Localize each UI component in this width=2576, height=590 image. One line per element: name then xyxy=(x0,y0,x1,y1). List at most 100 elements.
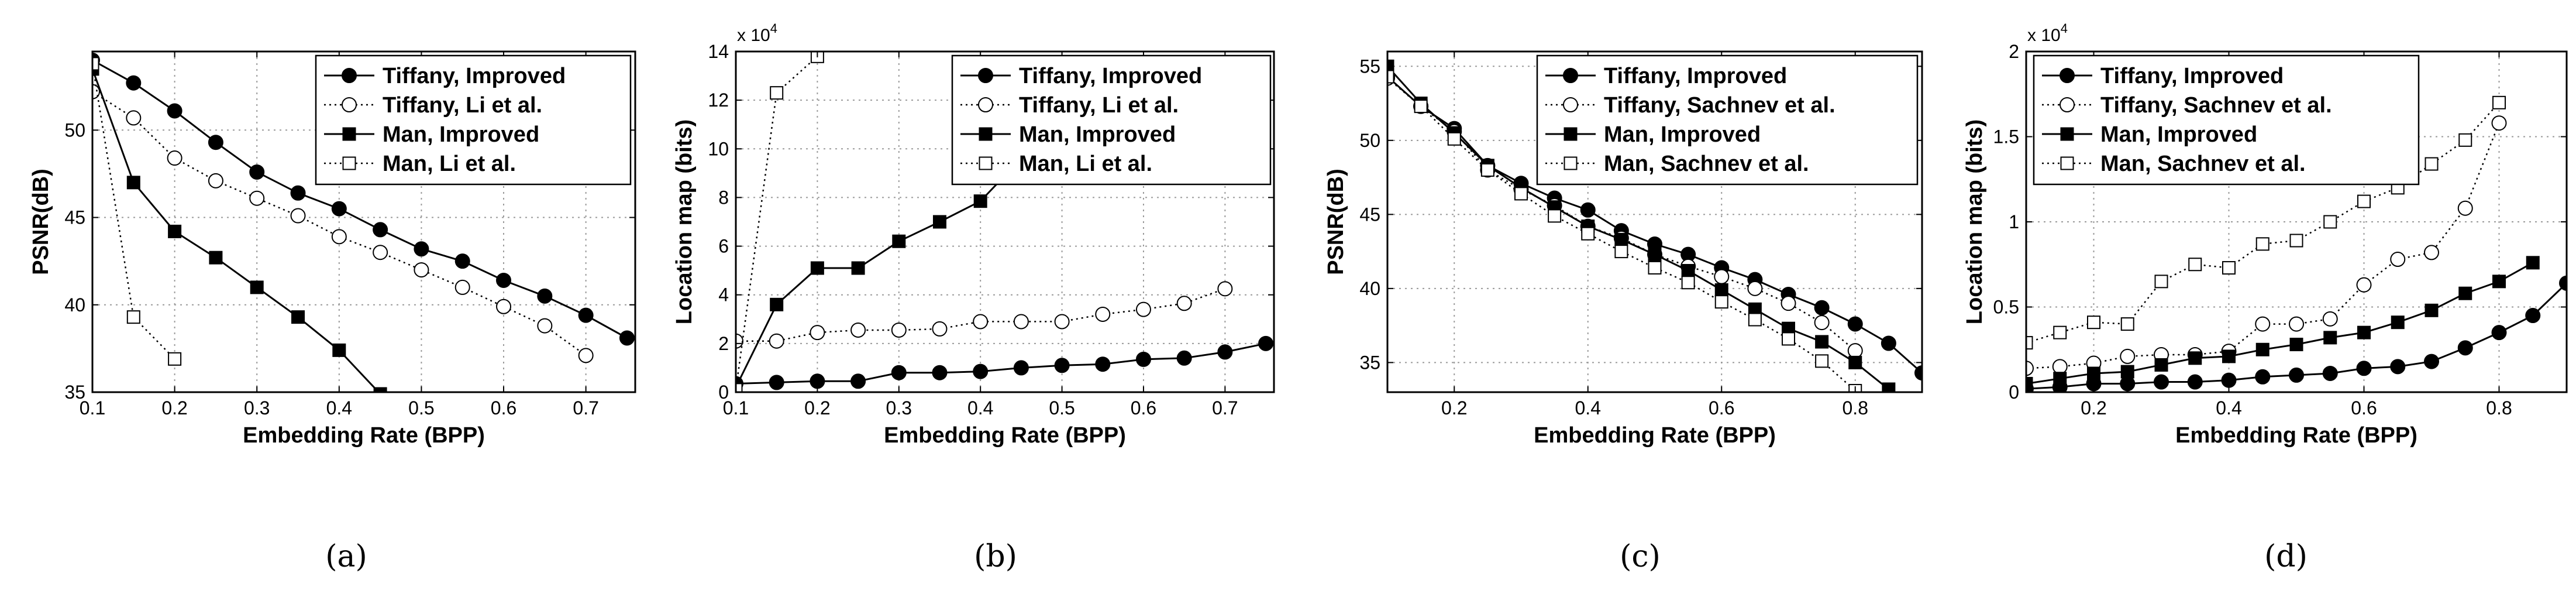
data-point xyxy=(2221,372,2237,388)
x-tick-label: 0.1 xyxy=(80,397,105,419)
data-point xyxy=(1748,313,1762,327)
data-point xyxy=(2188,258,2202,272)
data-point xyxy=(1782,332,1795,346)
y-tick-label: 2 xyxy=(718,333,729,354)
data-point xyxy=(1815,335,1829,349)
data-point xyxy=(332,343,346,357)
legend-entry: Tiffany, Improved xyxy=(1604,64,1787,88)
chart-panel-b: 0.1 0.2 0.3 0.4 0.5 0.6 0.7 0 2 4 6 8 10 12 14 x 104 Emb… xyxy=(672,21,1275,574)
data-point xyxy=(1814,300,1830,315)
data-point xyxy=(2323,215,2337,229)
legend-entry: Man, Li et al. xyxy=(1019,152,1152,176)
series-man-sachnev-et-al- xyxy=(1387,70,1862,392)
data-point xyxy=(2087,366,2100,380)
data-point xyxy=(2188,351,2202,365)
x-tick-label: 0.4 xyxy=(1575,397,1601,419)
plot-frame xyxy=(1386,50,1923,393)
data-point xyxy=(973,363,989,379)
data-point xyxy=(2120,365,2134,379)
data-point xyxy=(1581,227,1595,241)
data-point xyxy=(167,103,182,119)
data-point xyxy=(932,215,946,229)
data-point xyxy=(209,251,223,265)
legend-entry: Man, Li et al. xyxy=(383,152,516,176)
data-point xyxy=(2357,325,2371,339)
legend-marker xyxy=(342,127,356,141)
x-tick-label: 0.6 xyxy=(1709,397,1734,419)
legend-entry: Man, Improved xyxy=(383,122,539,147)
data-point xyxy=(1095,306,1111,322)
data-point xyxy=(2187,374,2203,390)
data-point xyxy=(1095,356,1111,372)
x-tick-label: 0.2 xyxy=(1441,397,1467,419)
data-point xyxy=(973,194,987,208)
legend-entry: Tiffany, Sachnev et al. xyxy=(1604,93,1835,118)
data-point xyxy=(850,373,866,389)
series-tiffany-li-et-al- xyxy=(92,84,594,363)
legend-marker xyxy=(1563,68,1578,83)
legend-box xyxy=(1536,54,1919,186)
y-tick-label: 45 xyxy=(1359,204,1380,225)
x-tick-label: 0.7 xyxy=(1212,397,1238,419)
legend: Tiffany, Improved Tiffany, Sachnev et al.… xyxy=(2033,54,2420,186)
data-point xyxy=(770,297,784,311)
data-point xyxy=(1814,315,1830,331)
legend-box xyxy=(315,54,632,186)
legend-marker xyxy=(1563,97,1578,112)
series-line xyxy=(92,63,175,360)
legend-marker xyxy=(2060,127,2074,141)
data-point xyxy=(2289,316,2304,332)
data-point xyxy=(2424,354,2439,369)
data-point xyxy=(290,208,306,224)
data-point xyxy=(973,314,989,330)
legend-marker xyxy=(1563,127,1578,141)
x-tick-label: 0.6 xyxy=(1131,397,1156,419)
data-point xyxy=(769,333,784,349)
data-point xyxy=(2289,234,2303,248)
data-point xyxy=(1847,343,1863,359)
data-point xyxy=(2255,237,2270,251)
data-point xyxy=(414,241,429,257)
data-point xyxy=(249,164,265,180)
data-point xyxy=(2458,286,2472,300)
data-point xyxy=(2525,308,2541,324)
y-tick-label: 10 xyxy=(708,138,729,159)
data-point xyxy=(1648,248,1662,262)
legend-entry: Tiffany, Li et al. xyxy=(1019,93,1179,118)
series-line xyxy=(736,157,1022,388)
legend-box xyxy=(951,54,1272,186)
data-point xyxy=(331,229,347,245)
legend-entry: Tiffany, Improved xyxy=(2100,64,2284,88)
y-tick-label: 40 xyxy=(1359,278,1380,299)
data-point xyxy=(1614,245,1628,259)
y-axis-label: Location map (bits) xyxy=(1962,119,1987,324)
y-tick-label: 35 xyxy=(64,382,85,403)
data-point xyxy=(2154,358,2168,372)
data-point xyxy=(2120,317,2134,331)
data-point xyxy=(2425,157,2439,171)
x-tick-label: 0.2 xyxy=(2081,397,2106,419)
data-point xyxy=(810,325,825,341)
data-point xyxy=(167,150,182,166)
legend-marker xyxy=(978,97,993,112)
data-point xyxy=(2026,336,2033,350)
data-point xyxy=(1414,100,1428,114)
y-multiplier: x 104 xyxy=(2027,21,2068,45)
data-point xyxy=(2390,359,2406,375)
legend-marker xyxy=(342,97,357,112)
data-point xyxy=(891,322,907,338)
legend-marker xyxy=(978,68,993,83)
data-point xyxy=(1013,314,1029,330)
data-point xyxy=(1135,301,1151,317)
y-tick-label: 4 xyxy=(718,284,729,306)
y-axis-label: Location map (bits) xyxy=(672,119,697,324)
data-point xyxy=(2424,245,2439,260)
data-point xyxy=(810,373,825,389)
data-point xyxy=(1176,350,1192,366)
series-line xyxy=(1387,77,1856,352)
series-man-li-et-al- xyxy=(92,57,182,366)
data-point xyxy=(249,190,265,206)
data-point xyxy=(2458,133,2472,147)
y-multiplier: x 104 xyxy=(737,21,777,45)
y-tick-label: 35 xyxy=(1359,352,1380,373)
